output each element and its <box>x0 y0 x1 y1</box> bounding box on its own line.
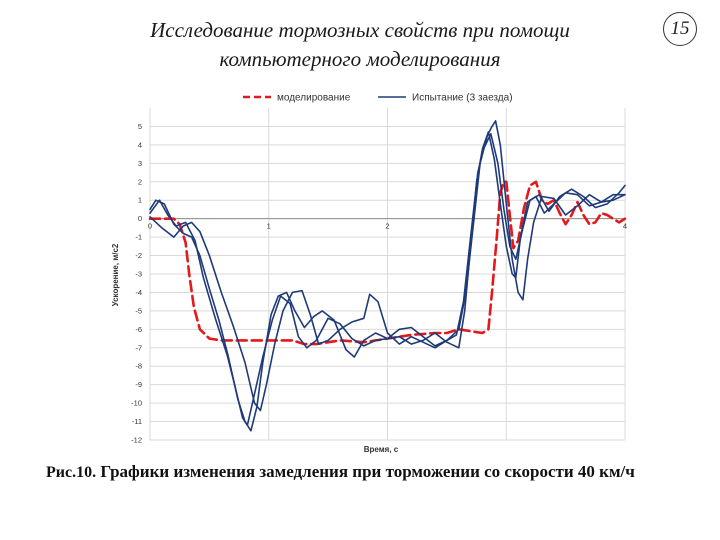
x-axis-label: Время, с <box>364 445 399 454</box>
chart-axes: 5 4 3 2 1 0 -1 -2 -3 -4 -5 -6 -7 -8 -9 -10 -11 -12 0 1 2 4 <box>131 122 627 445</box>
slide-title: Исследование тормозных свойств при помощ… <box>100 16 620 74</box>
figure-caption: Рис.10. Графики изменения замедления при… <box>46 462 706 482</box>
y-tick-label: 0 <box>138 214 142 223</box>
x-tick-label: 4 <box>623 222 627 231</box>
y-tick-label: 2 <box>138 177 142 186</box>
y-tick-label: -6 <box>135 325 142 334</box>
page-number-badge: 15 <box>663 12 697 46</box>
y-tick-label: -11 <box>132 417 142 426</box>
y-tick-label: -12 <box>131 436 142 445</box>
chart-grid <box>149 108 626 441</box>
y-axis-label: Ускорение, м/с2 <box>111 243 120 306</box>
y-tick-label: -8 <box>135 362 142 371</box>
y-tick-label: -2 <box>135 251 142 260</box>
chart-series <box>148 120 627 432</box>
legend-label: Испытание (3 заезда) <box>412 93 513 104</box>
title-line-2: компьютерного моделирования <box>219 47 501 71</box>
y-tick-label: 1 <box>138 196 142 205</box>
x-tick-label: 0 <box>148 222 152 231</box>
y-tick-label: -9 <box>135 380 142 389</box>
y-tick-label: -1 <box>135 233 142 242</box>
legend-label: моделирование <box>277 93 351 104</box>
x-tick-label: 2 <box>385 222 389 231</box>
y-tick-label: -5 <box>135 306 142 315</box>
caption-text: Графики изменения замедления при торможе… <box>100 462 635 481</box>
caption-label: Рис.10. <box>46 464 97 481</box>
series-test-line-3 <box>149 133 626 412</box>
y-tick-label: 5 <box>138 122 142 131</box>
y-tick-label: -7 <box>135 343 142 352</box>
chart-legend: моделирование Испытание (3 заезда) <box>243 93 513 104</box>
series-test-line-2 <box>149 120 626 432</box>
y-tick-label: 3 <box>138 159 142 168</box>
y-tick-label: -3 <box>135 270 142 279</box>
y-tick-label: -4 <box>135 288 142 297</box>
y-tick-label: -10 <box>131 399 142 408</box>
x-tick-label: 1 <box>267 222 271 231</box>
y-tick-label: 4 <box>138 140 142 149</box>
title-line-1: Исследование тормозных свойств при помощ… <box>150 18 570 42</box>
